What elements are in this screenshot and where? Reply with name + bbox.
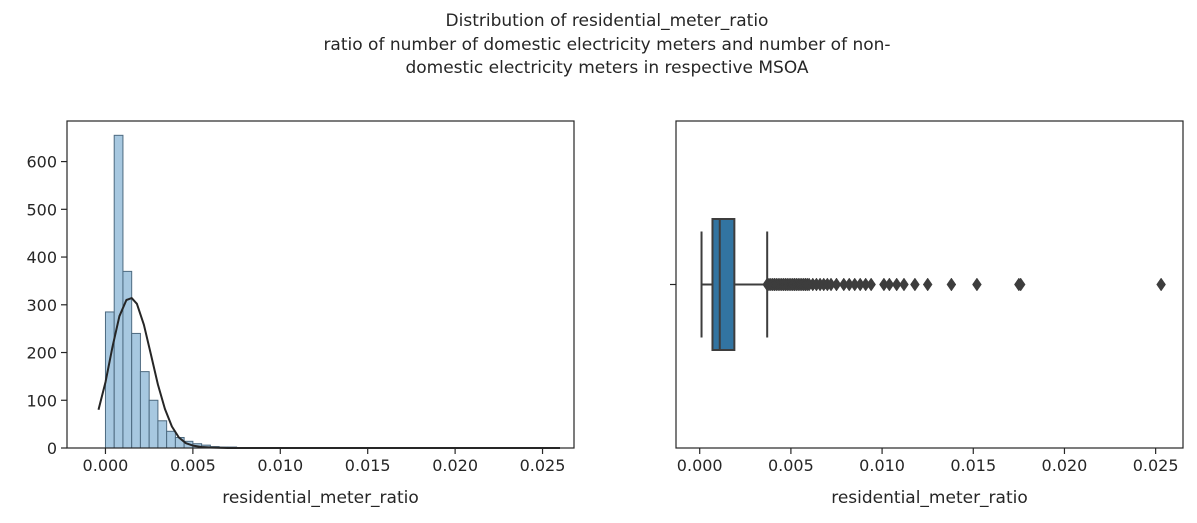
outlier-point (946, 277, 957, 292)
outlier-point (922, 277, 933, 292)
y-tick-label: 600 (26, 153, 57, 172)
boxplot-panel: 0.000 0.005 0.010 0.015 0.020 0.025 residentia… (670, 120, 1184, 508)
suptitle-line-1: Distribution of residential_meter_ratio (445, 11, 769, 31)
histogram-bar (139, 371, 150, 449)
x-tick-label: 0.015 (345, 456, 391, 475)
x-tick-label: 0.000 (677, 456, 723, 475)
x-tick-label: 0.005 (768, 456, 814, 475)
x-tick-label: 0.015 (950, 456, 996, 475)
x-tick-label: 0.020 (432, 456, 478, 475)
outlier-point (1156, 277, 1166, 292)
y-tick-label: 100 (26, 391, 57, 410)
y-tick-label: 500 (26, 200, 57, 219)
x-axis-label: residential_meter_ratio (222, 488, 419, 508)
histogram-bar (113, 134, 124, 449)
histogram-bar (148, 399, 159, 449)
x-tick-label: 0.005 (170, 456, 216, 475)
y-tick-label: 0 (47, 439, 57, 458)
x-tick-label: 0.010 (257, 456, 303, 475)
outlier-point (899, 277, 909, 292)
x-axis-label: residential_meter_ratio (831, 488, 1028, 508)
suptitle-line-2: ratio of number of domestic electricity … (323, 35, 891, 55)
x-tick-label: 0.025 (1133, 456, 1179, 475)
iqr-box (711, 218, 736, 351)
outlier-point (972, 277, 982, 292)
outlier-point (831, 277, 842, 292)
outlier-point (884, 277, 895, 292)
outlier-point (1015, 277, 1026, 292)
histogram-bar (166, 430, 176, 449)
outlier-point (910, 277, 920, 292)
histogram-bar (157, 420, 168, 449)
y-tick-label: 400 (26, 248, 57, 267)
outlier-point (891, 277, 902, 292)
suptitle-line-3: domestic electricity meters in respectiv… (405, 58, 809, 78)
outlier-point (866, 277, 876, 292)
x-tick-label: 0.020 (1042, 456, 1088, 475)
x-tick-label: 0.025 (520, 456, 566, 475)
density-curve (97, 297, 560, 449)
histogram-panel: 0.000 0.005 0.010 0.015 0.020 0.025 0 100 200 300… (26, 120, 575, 508)
y-tick-label: 300 (26, 296, 57, 315)
histogram-bar (131, 332, 141, 449)
y-tick-label: 200 (26, 344, 57, 363)
x-tick-label: 0.010 (859, 456, 905, 475)
x-tick-label: 0.000 (83, 456, 129, 475)
histogram-axes-frame (66, 120, 575, 449)
